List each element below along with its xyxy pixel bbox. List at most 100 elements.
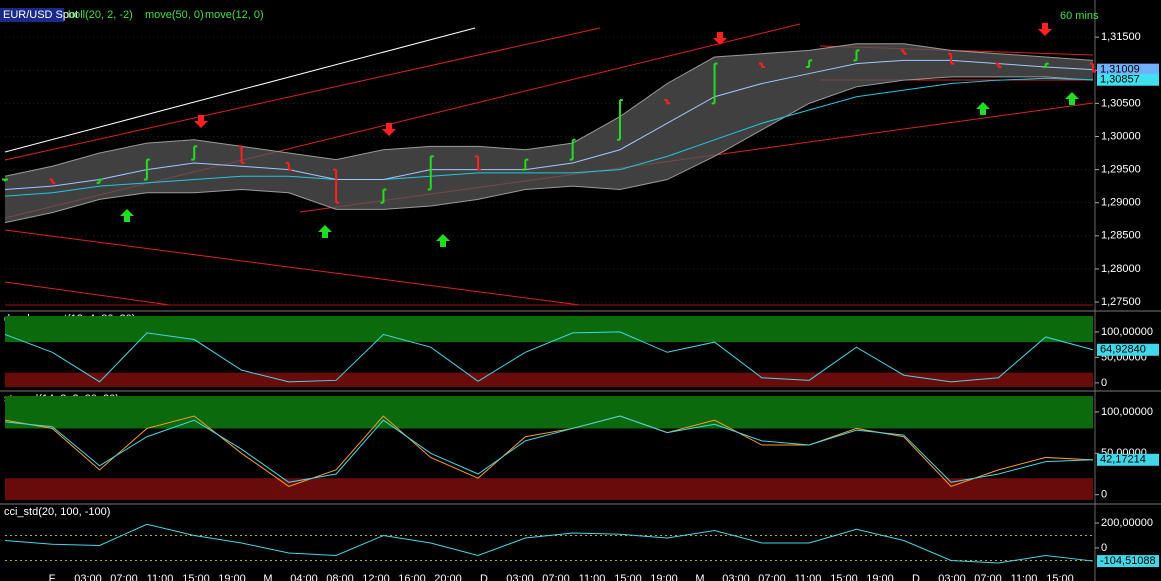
price-bar [616, 99, 623, 141]
x-tick-label: D [912, 573, 920, 581]
y-tick-label: 0 [1101, 542, 1107, 554]
band-lower [4, 76, 1094, 224]
buy-arrow [976, 102, 990, 115]
x-tick-label: 07:00 [974, 573, 1002, 581]
x-tick-label: 12:00 [362, 573, 390, 581]
last-value-flag [1097, 343, 1159, 356]
price-bar [711, 62, 718, 105]
y-tick-label: 1,28500 [1101, 230, 1141, 242]
sell-arrow [1038, 23, 1052, 36]
price-bar [1042, 62, 1049, 68]
symbol: EUR/USD Spot [3, 9, 78, 21]
last-value-label: 1,30857 [1100, 74, 1140, 86]
x-tick-label: D [480, 573, 488, 581]
last-value-label: -104,51088 [1100, 555, 1156, 567]
x-tick-label: F [49, 573, 56, 581]
moving-average [4, 59, 1094, 190]
x-tick-label: 15:00 [614, 573, 642, 581]
last-value-label: 1,31009 [1100, 64, 1140, 76]
overbought-zone [5, 316, 1093, 343]
x-tick-label: 11:00 [147, 573, 174, 581]
last-value-label: 42,17214 [1100, 454, 1146, 466]
oversold-zone [5, 372, 1093, 387]
x-tick-label: 07:00 [542, 573, 570, 581]
price-bar [191, 145, 198, 161]
price-bar [948, 52, 955, 65]
x-tick-label: 19:00 [866, 573, 894, 581]
last-value-flag [1097, 453, 1159, 466]
trend-line [4, 281, 171, 306]
x-tick-label: 19:00 [218, 573, 246, 581]
indicator-label: move(50, 0) [145, 9, 204, 21]
buy-arrow [1065, 92, 1079, 105]
x-tick-label: M [263, 573, 272, 581]
price-bar [1090, 62, 1096, 73]
price-bar [758, 62, 765, 68]
indicator-line [4, 331, 1094, 383]
buy-arrow [318, 225, 332, 238]
x-tick-label: 16:00 [398, 573, 426, 581]
y-tick-label: 1,28000 [1101, 263, 1141, 275]
price-bar [806, 59, 813, 68]
y-tick-label: 1,30000 [1101, 130, 1141, 142]
sell-arrow [713, 32, 727, 45]
price-bar [333, 168, 340, 204]
trend-line [4, 27, 601, 161]
price-bar [853, 49, 860, 62]
oversold-zone [5, 478, 1093, 500]
buy-arrow [120, 209, 134, 222]
y-tick-label: 1,27500 [1101, 296, 1141, 308]
overbought-zone [5, 396, 1093, 429]
trend-line [4, 229, 581, 306]
price-bar [96, 178, 103, 184]
x-tick-label: 15:00 [830, 573, 858, 581]
last-value-label: 64,92840 [1100, 344, 1146, 356]
sell-arrow [382, 123, 396, 136]
x-tick-label: 15:00 [182, 573, 210, 581]
x-tick-label: 08:00 [326, 573, 354, 581]
price-bar [2, 178, 8, 182]
price-bar [995, 62, 1002, 68]
x-tick-label: 11:00 [579, 573, 606, 581]
x-tick-label: 03:00 [938, 573, 966, 581]
last-value-flag [1097, 555, 1159, 568]
last-value-flag [1097, 73, 1159, 86]
band-upper [4, 43, 1094, 177]
price-bar [143, 158, 150, 181]
y-tick-label: 0 [1101, 489, 1107, 501]
y-tick-label: 1,31500 [1101, 31, 1141, 43]
indicator-label: move(12, 0) [205, 9, 264, 21]
y-tick-label: 1,29500 [1101, 164, 1141, 176]
y-tick-label: 0 [1101, 377, 1107, 389]
y-tick-label: 100,00000 [1101, 406, 1153, 418]
x-tick-label: 15:00 [1046, 573, 1074, 581]
x-tick-label: 03:00 [722, 573, 750, 581]
x-tick-label: 19:00 [650, 573, 678, 581]
x-tick-label: 07:00 [758, 573, 786, 581]
buy-arrow [436, 234, 450, 247]
band-fill [5, 43, 1093, 223]
price-bar [900, 49, 907, 55]
y-tick-label: 200,00000 [1101, 517, 1153, 529]
x-tick-label: 20:00 [434, 573, 462, 581]
sell-arrow [194, 115, 208, 128]
x-tick-label: 03:00 [506, 573, 534, 581]
price-bar [427, 155, 434, 191]
trend-line [4, 27, 476, 153]
indicator-line [4, 415, 1094, 488]
x-tick-label: 07:00 [110, 573, 138, 581]
price-bar [664, 99, 671, 105]
indicator-line [4, 415, 1094, 483]
indicator-label: boll(20, 2, -2) [68, 9, 133, 21]
x-tick-label: 03:00 [74, 573, 102, 581]
y-tick-label: 1,29000 [1101, 197, 1141, 209]
pane-title: cci_std(20, 100, -100) [4, 506, 110, 518]
x-tick-label: 11:00 [1011, 573, 1038, 581]
moving-average [4, 77, 1094, 197]
last-value-flag [1097, 63, 1159, 76]
interval: 60 mins [1060, 10, 1099, 22]
price-bar [569, 138, 576, 161]
indicator-line [4, 523, 1094, 564]
